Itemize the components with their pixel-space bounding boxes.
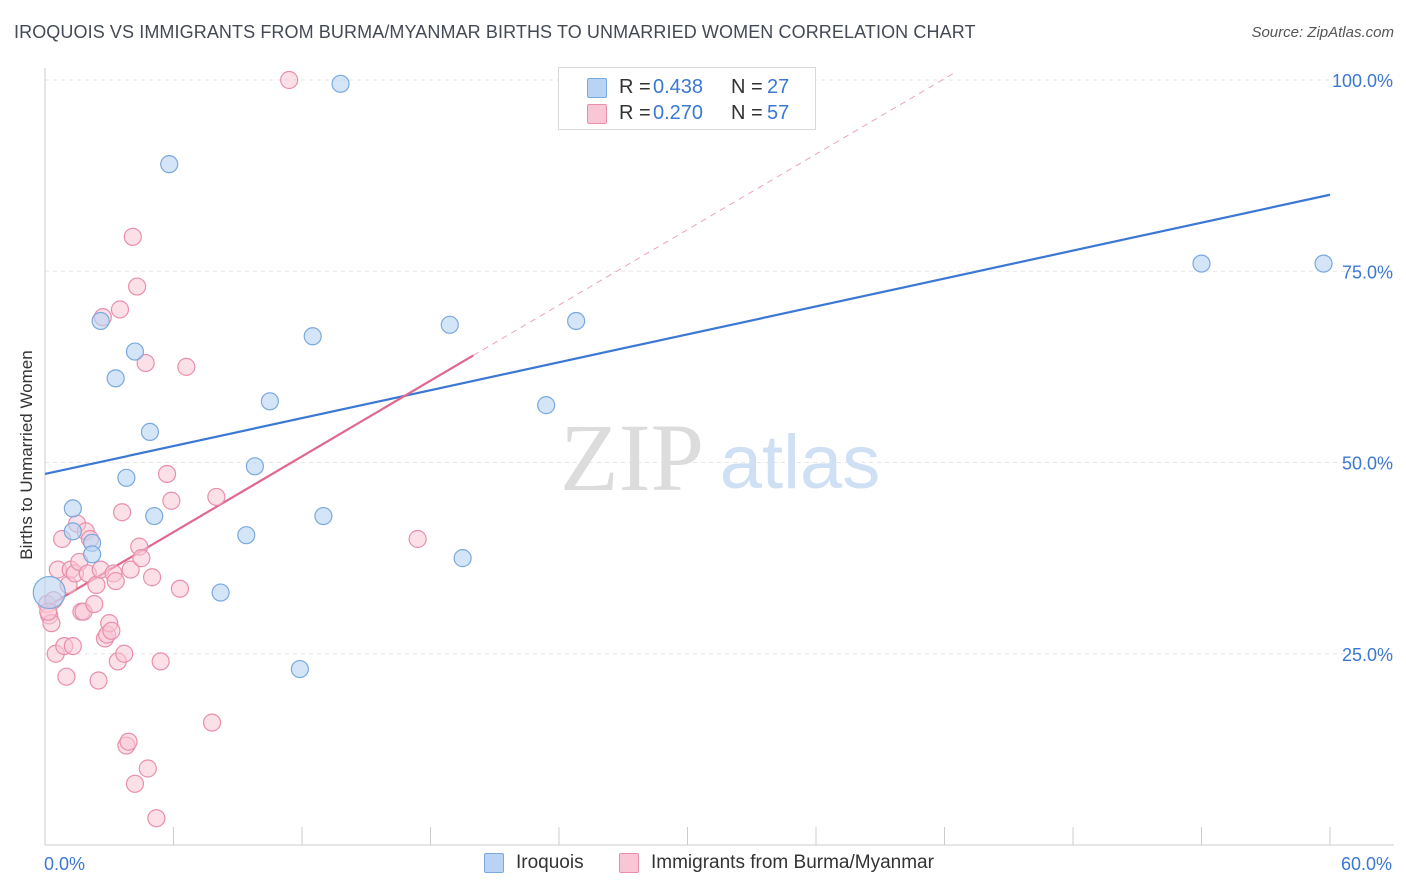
point-iroquois [160, 155, 179, 174]
point-iroquois [440, 315, 459, 334]
point-burma [125, 774, 145, 793]
point-iroquois [290, 659, 309, 679]
point-burma [112, 503, 132, 522]
point-iroquois [331, 74, 350, 93]
trend-line-burma-extension [473, 71, 956, 356]
point-iroquois [1192, 254, 1211, 273]
bottom-legend-swatch-blue [484, 853, 504, 873]
point-iroquois [260, 392, 279, 411]
point-iroquois [63, 499, 82, 518]
point-burma [119, 732, 138, 751]
point-iroquois [125, 342, 145, 361]
point-burma [280, 70, 299, 90]
point-iroquois [453, 549, 472, 568]
point-iroquois [63, 522, 82, 541]
point-burma [87, 575, 106, 595]
point-burma [202, 713, 222, 732]
legend-r-value: 0.270 [653, 102, 704, 124]
gridlines [45, 79, 1394, 655]
watermark-zip: ZIP [560, 404, 704, 511]
point-burma [136, 353, 155, 373]
legend-swatch-blue [587, 78, 607, 98]
legend-r-label: R = [619, 102, 651, 124]
legend-r-label: R = [619, 76, 651, 98]
point-burma [63, 636, 82, 656]
watermark: ZIP atlas [560, 404, 880, 511]
point-iroquois [1314, 254, 1333, 273]
legend-n-value: 57 [767, 102, 790, 124]
legend-swatch-pink [587, 104, 607, 124]
point-burma [85, 594, 104, 614]
y-tick-label: 75.0% [1342, 262, 1393, 282]
point-burma [127, 277, 147, 296]
x-tick-label-max: 60.0% [1341, 854, 1392, 874]
bottom-legend-label: Iroquois [516, 852, 584, 873]
y-tick-label: 50.0% [1342, 454, 1393, 474]
point-iroquois [303, 327, 322, 346]
point-burma [162, 491, 181, 510]
bottom-legend-label: Immigrants from Burma/Myanmar [651, 852, 934, 873]
watermark-atlas: atlas [720, 420, 881, 505]
trend-lines [44, 71, 1331, 609]
point-burma [138, 759, 157, 778]
legend-n-label: N = [731, 76, 763, 98]
y-tick-label: 25.0% [1342, 645, 1393, 665]
point-iroquois [237, 526, 256, 545]
tick-labels: 25.0% 50.0% 75.0% 100.0% 0.0% 60.0% [44, 71, 1393, 874]
point-burma [115, 644, 134, 663]
point-iroquois [211, 583, 230, 602]
point-burma [121, 560, 140, 579]
point-burma [102, 621, 121, 640]
source-credit: Source: ZipAtlas.com [1251, 24, 1394, 41]
point-burma [408, 529, 427, 549]
point-iroquois [140, 422, 160, 441]
point-iroquois [32, 575, 66, 610]
point-burma [89, 671, 108, 690]
point-iroquois [567, 311, 586, 331]
series-iroquois [32, 74, 1333, 679]
point-burma [132, 549, 151, 568]
point-burma [57, 667, 76, 686]
x-tick-label-min: 0.0% [44, 854, 85, 874]
point-iroquois [537, 396, 556, 415]
axes [44, 68, 1394, 846]
point-iroquois [91, 311, 110, 331]
point-burma [157, 464, 177, 484]
y-tick-label: 100.0% [1332, 71, 1393, 91]
legend-n-label: N = [731, 102, 763, 124]
point-iroquois [83, 545, 102, 564]
point-burma [142, 568, 162, 587]
point-burma [147, 809, 166, 828]
point-iroquois [117, 468, 136, 487]
point-iroquois [106, 369, 125, 388]
point-burma [110, 300, 130, 319]
point-iroquois [314, 506, 333, 526]
stats-legend: R = 0.438 N = 27 R = 0.270 N = 57 [558, 67, 816, 130]
chart-title: IROQUOIS VS IMMIGRANTS FROM BURMA/MYANMA… [14, 22, 976, 42]
legend-r-value: 0.438 [653, 76, 704, 98]
point-burma [151, 652, 170, 671]
bottom-legend-swatch-pink [619, 853, 639, 873]
trend-line-iroquois [44, 193, 1331, 476]
point-burma [207, 487, 226, 507]
point-burma [123, 227, 142, 246]
point-burma [106, 571, 125, 591]
point-iroquois [145, 506, 164, 526]
legend-n-value: 27 [767, 76, 790, 98]
series-immigrants-burma [38, 70, 427, 828]
point-burma [170, 579, 190, 598]
point-burma [177, 357, 196, 376]
point-iroquois [245, 457, 264, 476]
